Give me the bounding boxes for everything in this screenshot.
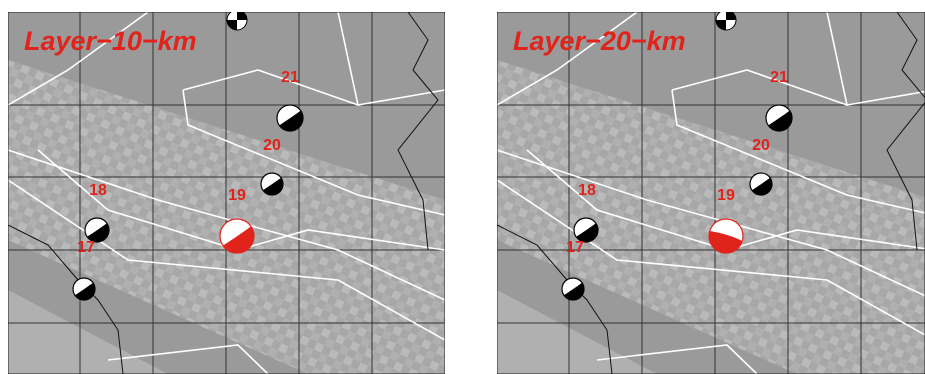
event-label: 21 <box>281 69 299 86</box>
event-label: 19 <box>717 187 735 204</box>
map-figure: Layer−10−km 21 20 18 19 17 Layer−20−km 21 20 18 19… <box>0 0 925 374</box>
panel-title: Layer−20−km <box>513 26 686 56</box>
event-label: 21 <box>770 69 788 86</box>
event-label: 19 <box>228 187 246 204</box>
event-label: 18 <box>89 182 107 199</box>
map-panel: Layer−10−km 21 20 18 19 17 <box>8 10 445 374</box>
event-label: 20 <box>752 137 770 154</box>
event-label: 20 <box>263 137 281 154</box>
event-label: 18 <box>578 182 596 199</box>
event-label: 17 <box>566 239 584 256</box>
event-label: 17 <box>77 239 95 256</box>
map-panel: Layer−20−km 21 20 18 19 17 <box>497 10 925 374</box>
panel-title: Layer−10−km <box>24 26 197 56</box>
